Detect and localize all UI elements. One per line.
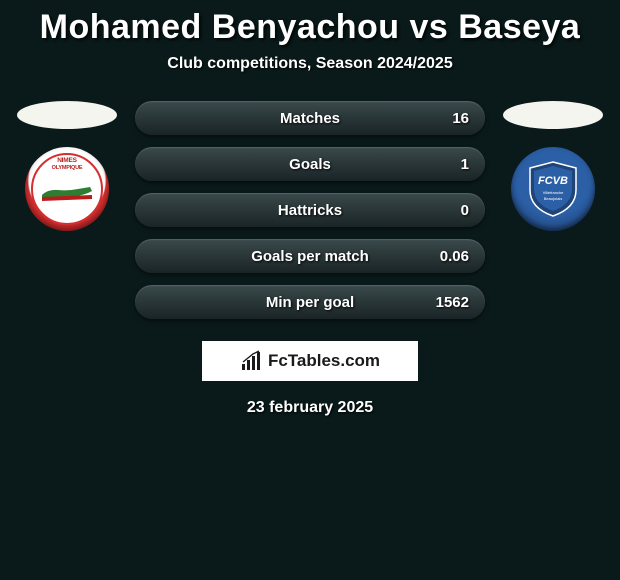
svg-text:Villefranche: Villefranche bbox=[543, 190, 565, 195]
stat-row-matches: Matches 16 bbox=[135, 101, 485, 135]
stat-value: 1 bbox=[461, 156, 469, 173]
brand-logo-box: FcTables.com bbox=[202, 341, 418, 381]
stat-value: 16 bbox=[452, 110, 469, 127]
stat-row-hattricks: Hattricks 0 bbox=[135, 193, 485, 227]
player-right-avatar bbox=[503, 101, 603, 129]
badge-right-text: FCVB bbox=[538, 175, 568, 187]
stat-value: 1562 bbox=[436, 294, 469, 311]
club-badge-right: FCVB Villefranche Beaujolais bbox=[511, 147, 595, 231]
main-row: NIMES OLYMPIQUE Matches 16 Goals 1 Hattr… bbox=[0, 101, 620, 319]
brand-name: FcTables.com bbox=[268, 351, 380, 371]
stat-value: 0 bbox=[461, 202, 469, 219]
stat-label: Goals bbox=[289, 156, 331, 173]
stat-row-goals-per-match: Goals per match 0.06 bbox=[135, 239, 485, 273]
stat-row-min-per-goal: Min per goal 1562 bbox=[135, 285, 485, 319]
stat-label: Goals per match bbox=[251, 248, 369, 265]
player-right-column: FCVB Villefranche Beaujolais bbox=[503, 101, 603, 231]
stat-label: Matches bbox=[280, 110, 340, 127]
date-line: 23 february 2025 bbox=[0, 399, 620, 417]
shield-icon: FCVB Villefranche Beaujolais bbox=[518, 154, 588, 224]
stat-row-goals: Goals 1 bbox=[135, 147, 485, 181]
stat-label: Min per goal bbox=[266, 294, 354, 311]
club-badge-left: NIMES OLYMPIQUE bbox=[25, 147, 109, 231]
bar-chart-icon bbox=[240, 350, 262, 372]
player-left-avatar bbox=[17, 101, 117, 129]
player-left-column: NIMES OLYMPIQUE bbox=[17, 101, 117, 231]
stat-label: Hattricks bbox=[278, 202, 342, 219]
page-title: Mohamed Benyachou vs Baseya bbox=[0, 8, 620, 47]
stats-column: Matches 16 Goals 1 Hattricks 0 Goals per… bbox=[135, 101, 485, 319]
svg-text:Beaujolais: Beaujolais bbox=[544, 196, 562, 201]
comparison-card: Mohamed Benyachou vs Baseya Club competi… bbox=[0, 0, 620, 425]
subtitle: Club competitions, Season 2024/2025 bbox=[0, 55, 620, 73]
stat-value: 0.06 bbox=[440, 248, 469, 265]
badge-left-label: NIMES OLYMPIQUE bbox=[52, 157, 83, 171]
crocodile-icon bbox=[40, 181, 94, 205]
